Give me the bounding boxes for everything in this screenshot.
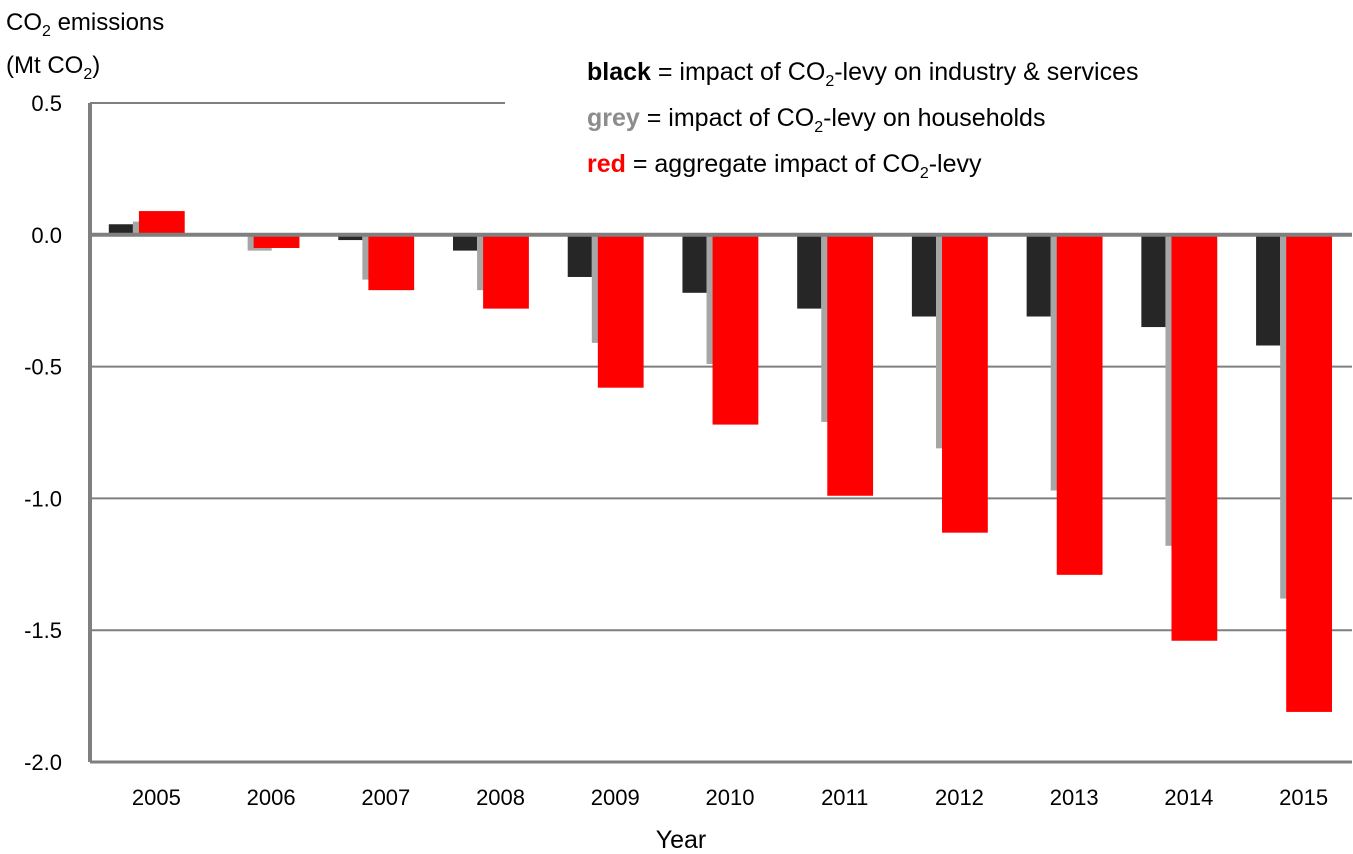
y-axis-title-line1: CO2 emissions — [6, 6, 164, 49]
y-axis-title-line2: (Mt CO2) — [6, 49, 164, 92]
bar-industry — [912, 235, 936, 317]
x-tick-label: 2005 — [132, 785, 181, 810]
x-tick-label: 2015 — [1279, 785, 1328, 810]
y-tick-label: 0.5 — [31, 91, 62, 116]
y-tick-labels: 0.5 0.0 -0.5 -1.0 -1.5 -2.0 — [24, 91, 62, 775]
bars — [109, 211, 1332, 712]
bar-industry — [568, 235, 592, 277]
legend-keyword: red — [587, 150, 626, 178]
bar-industry — [453, 235, 477, 251]
bar-aggregate — [1057, 235, 1103, 575]
x-tick-label: 2009 — [591, 785, 640, 810]
bar-industry — [1256, 235, 1280, 346]
x-tick-label: 2006 — [247, 785, 296, 810]
x-axis-title: Year — [656, 826, 707, 854]
bar-aggregate — [368, 235, 414, 290]
bar-industry — [1141, 235, 1165, 327]
bar-aggregate — [1286, 235, 1332, 712]
y-tick-label: -2.0 — [24, 750, 62, 775]
legend-entry-aggregate: red = aggregate impact of CO2-levy — [587, 146, 1139, 192]
y-axis-title: CO2 emissions (Mt CO2) — [6, 6, 164, 92]
bar-aggregate — [1171, 235, 1217, 641]
x-tick-label: 2010 — [706, 785, 755, 810]
x-tick-label: 2014 — [1164, 785, 1213, 810]
bar-aggregate — [483, 235, 529, 309]
x-tick-label: 2008 — [476, 785, 525, 810]
bar-aggregate — [598, 235, 644, 388]
bar-industry — [1027, 235, 1051, 317]
bar-industry — [797, 235, 821, 309]
axes — [90, 103, 1352, 762]
legend-keyword: black — [587, 58, 651, 86]
legend-entry-households: grey = impact of CO2-levy on households — [587, 100, 1139, 146]
x-tick-label: 2007 — [361, 785, 410, 810]
bar-industry — [682, 235, 706, 293]
y-tick-label: -1.5 — [24, 618, 62, 643]
bar-aggregate — [942, 235, 988, 533]
legend: black = impact of CO2-levy on industry &… — [587, 54, 1139, 192]
bar-aggregate — [139, 211, 185, 235]
legend-keyword: grey — [587, 104, 640, 132]
x-tick-label: 2013 — [1050, 785, 1099, 810]
y-tick-label: 0.0 — [31, 223, 62, 248]
y-tick-label: -1.0 — [24, 486, 62, 511]
x-tick-labels: 2005 2006 2007 2008 2009 2010 2011 2012 2013 2014… — [132, 785, 1328, 810]
bar-aggregate — [713, 235, 759, 425]
y-tick-label: -0.5 — [24, 355, 62, 380]
x-tick-label: 2011 — [821, 785, 868, 810]
x-tick-label: 2012 — [935, 785, 984, 810]
bar-aggregate — [827, 235, 873, 496]
legend-entry-industry: black = impact of CO2-levy on industry &… — [587, 54, 1139, 100]
